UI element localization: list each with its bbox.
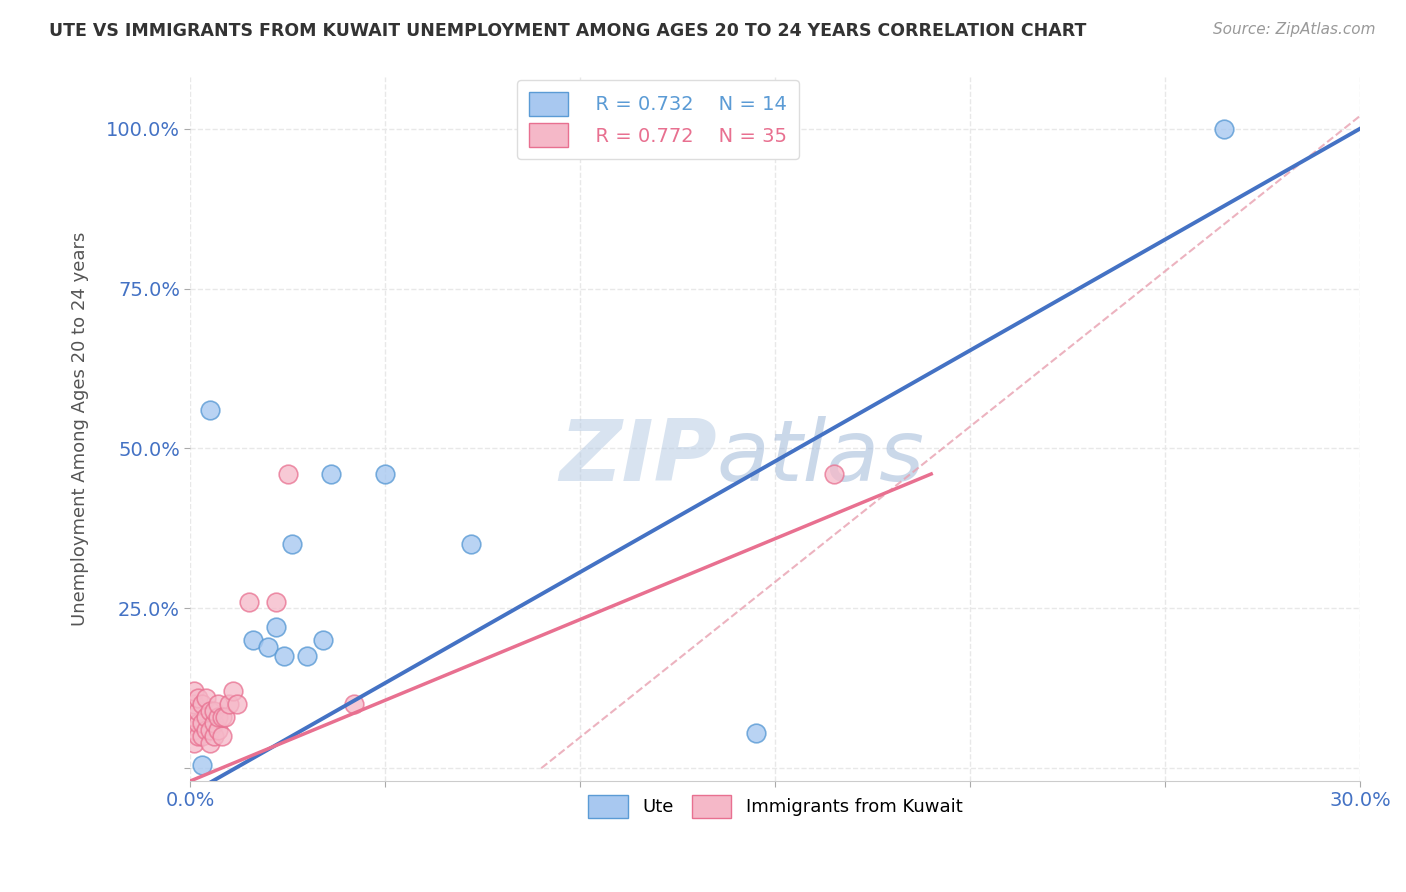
Point [191,758,214,772]
Text: Source: ZipAtlas.com: Source: ZipAtlas.com [1212,22,1375,37]
Point [1212,121,1234,136]
Text: atlas: atlas [717,416,925,499]
Legend: Ute, Immigrants from Kuwait: Ute, Immigrants from Kuwait [581,789,970,825]
Text: UTE VS IMMIGRANTS FROM KUWAIT UNEMPLOYMENT AMONG AGES 20 TO 24 YEARS CORRELATION: UTE VS IMMIGRANTS FROM KUWAIT UNEMPLOYME… [49,22,1087,40]
Point [460,537,482,551]
Point [198,704,221,718]
Point [319,467,342,481]
Point [191,729,214,743]
Point [207,710,229,724]
Text: ZIP: ZIP [560,416,717,499]
Point [187,704,209,718]
Point [277,467,299,481]
Point [297,649,319,664]
Point [280,537,302,551]
Point [273,649,295,664]
Point [226,698,249,712]
Point [211,729,233,743]
Point [218,698,240,712]
Point [823,467,845,481]
Point [745,726,768,740]
Point [202,704,225,718]
Point [194,710,217,724]
Point [312,633,335,648]
Point [198,403,221,417]
Point [183,698,205,712]
Point [238,595,260,609]
Point [343,698,366,712]
Point [214,710,236,724]
Point [211,710,233,724]
Point [183,710,205,724]
Point [194,690,217,705]
Point [242,633,264,648]
Point [187,729,209,743]
Point [222,684,245,698]
Point [194,723,217,737]
Point [198,736,221,750]
Point [187,716,209,731]
Point [183,736,205,750]
Point [191,716,214,731]
Point [264,595,287,609]
Point [374,467,396,481]
Point [187,690,209,705]
Y-axis label: Unemployment Among Ages 20 to 24 years: Unemployment Among Ages 20 to 24 years [72,232,89,626]
Point [207,698,229,712]
Point [264,620,287,634]
Point [191,698,214,712]
Point [202,729,225,743]
Point [183,684,205,698]
Point [198,723,221,737]
Point [183,723,205,737]
Point [207,723,229,737]
Point [257,640,280,654]
Point [202,716,225,731]
